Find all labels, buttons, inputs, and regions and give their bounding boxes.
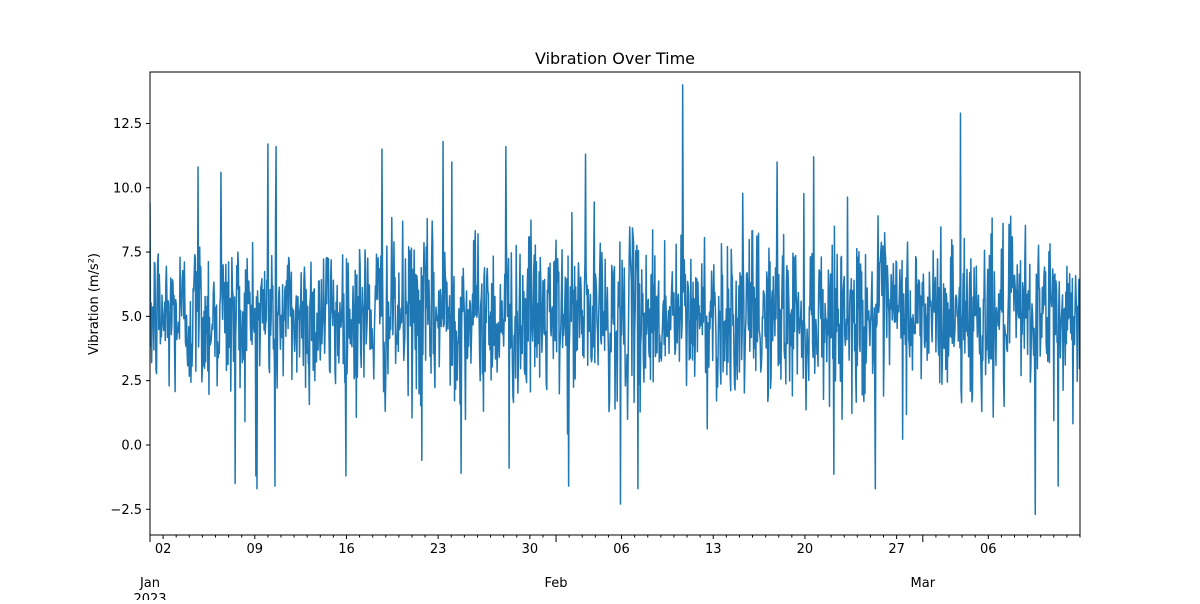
x-month-label: Jan bbox=[139, 576, 160, 591]
x-tick-label: 16 bbox=[338, 542, 355, 557]
y-axis: −2.5 0.0 2.5 5.0 7.5 10.0 12.5 bbox=[110, 117, 150, 518]
x-tick-label: 23 bbox=[430, 542, 447, 557]
y-tick-label: 0.0 bbox=[121, 438, 142, 453]
x-tick-label: 06 bbox=[613, 542, 630, 557]
x-tick-label: 06 bbox=[980, 542, 997, 557]
x-tick-label: 13 bbox=[705, 542, 722, 557]
y-tick-label: −2.5 bbox=[110, 503, 142, 518]
y-tick-label: 7.5 bbox=[121, 246, 142, 261]
x-tick-label: 30 bbox=[522, 542, 539, 557]
x-month-label: Feb bbox=[545, 576, 568, 591]
x-year-label: 2023 bbox=[133, 592, 166, 600]
y-tick-label: 5.0 bbox=[121, 310, 142, 325]
y-axis-label: Vibration (m/s²) bbox=[87, 253, 102, 355]
x-tick-label: 27 bbox=[888, 542, 905, 557]
x-tick-label: 09 bbox=[247, 542, 264, 557]
y-tick-label: 10.0 bbox=[113, 181, 142, 196]
plot-area bbox=[150, 84, 1080, 516]
y-tick-label: 12.5 bbox=[113, 117, 142, 132]
series-line bbox=[150, 84, 1080, 516]
plot-frame bbox=[149, 71, 1081, 536]
y-tick-label: 2.5 bbox=[121, 374, 142, 389]
x-tick-label: 02 bbox=[155, 542, 172, 557]
x-tick-label: 20 bbox=[797, 542, 814, 557]
chart-title: Vibration Over Time bbox=[535, 49, 695, 68]
x-month-label: Mar bbox=[911, 576, 936, 591]
